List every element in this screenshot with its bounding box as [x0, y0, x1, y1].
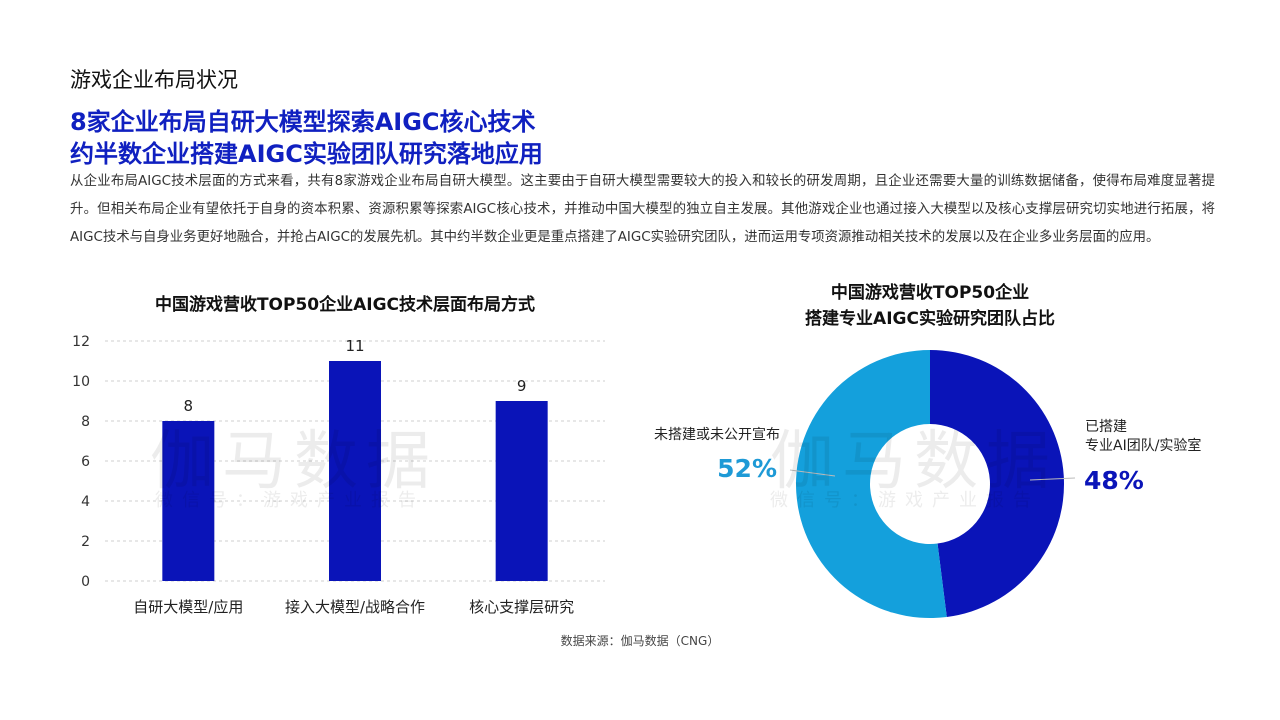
bar-value-label: 9	[517, 377, 527, 395]
bar	[162, 421, 215, 581]
x-category-label: 接入大模型/战略合作	[285, 598, 425, 616]
bar-chart: 0 2 4 6 8 10 12 8 自研大模型/应用 11 接入大模型/战略合作 9 核心支撑层研究	[72, 334, 605, 616]
y-tick-label: 8	[81, 414, 90, 430]
y-tick-label: 6	[81, 454, 90, 470]
data-source: 数据来源：伽马数据（CNG）	[560, 634, 720, 648]
slice-value-label: 48%	[1084, 466, 1144, 495]
pie-chart-title-line-2: 搭建专业AIGC实验研究团队占比	[805, 309, 1055, 329]
y-tick-label: 2	[81, 534, 90, 550]
watermark-sub-right: 微信号：游戏产业报告	[770, 490, 1040, 511]
y-tick-label: 4	[81, 494, 90, 510]
pie-chart-title: 中国游戏营收TOP50企业 搭建专业AIGC实验研究团队占比	[720, 280, 1140, 332]
pie-chart-title-line-1: 中国游戏营收TOP50企业	[830, 283, 1030, 303]
watermark-main-right: 伽马数据	[770, 425, 1058, 499]
slice-value-label: 52%	[717, 454, 777, 483]
bar	[495, 401, 548, 581]
bar	[329, 361, 381, 581]
y-tick-label: 12	[72, 334, 90, 350]
leader-line	[789, 469, 836, 477]
headline-line-1: 8家企业布局自研大模型探索AIGC核心技术	[70, 108, 536, 136]
bar-chart-title: 中国游戏营收TOP50企业AIGC技术层面布局方式	[154, 295, 536, 315]
body-paragraph: 从企业布局AIGC技术层面的方式来看，共有8家游戏企业布局自研大模型。这主要由于…	[70, 174, 1215, 245]
x-category-label: 核心支撑层研究	[469, 598, 574, 616]
leader-line	[1029, 477, 1076, 481]
donut-slice	[930, 350, 1065, 617]
watermark-sub-left: 微信号：游戏产业报告	[155, 490, 425, 511]
bar-value-label: 8	[184, 397, 194, 415]
headline-line-2: 约半数企业搭建AIGC实验团队研究落地应用	[70, 140, 543, 168]
watermark-main-left: 伽马数据	[150, 425, 438, 499]
slice-label-line-2: 专业AI团队/实验室	[1085, 437, 1201, 454]
bar-value-label: 11	[345, 337, 364, 355]
x-category-label: 自研大模型/应用	[133, 598, 243, 616]
y-tick-label: 0	[81, 574, 90, 590]
y-tick-label: 10	[72, 374, 90, 390]
donut-slice	[796, 350, 947, 618]
slice-label-line-1: 未搭建或未公开宣布	[654, 427, 780, 443]
slice-label-line-1: 已搭建	[1085, 419, 1127, 435]
section-title: 游戏企业布局状况	[70, 68, 238, 92]
